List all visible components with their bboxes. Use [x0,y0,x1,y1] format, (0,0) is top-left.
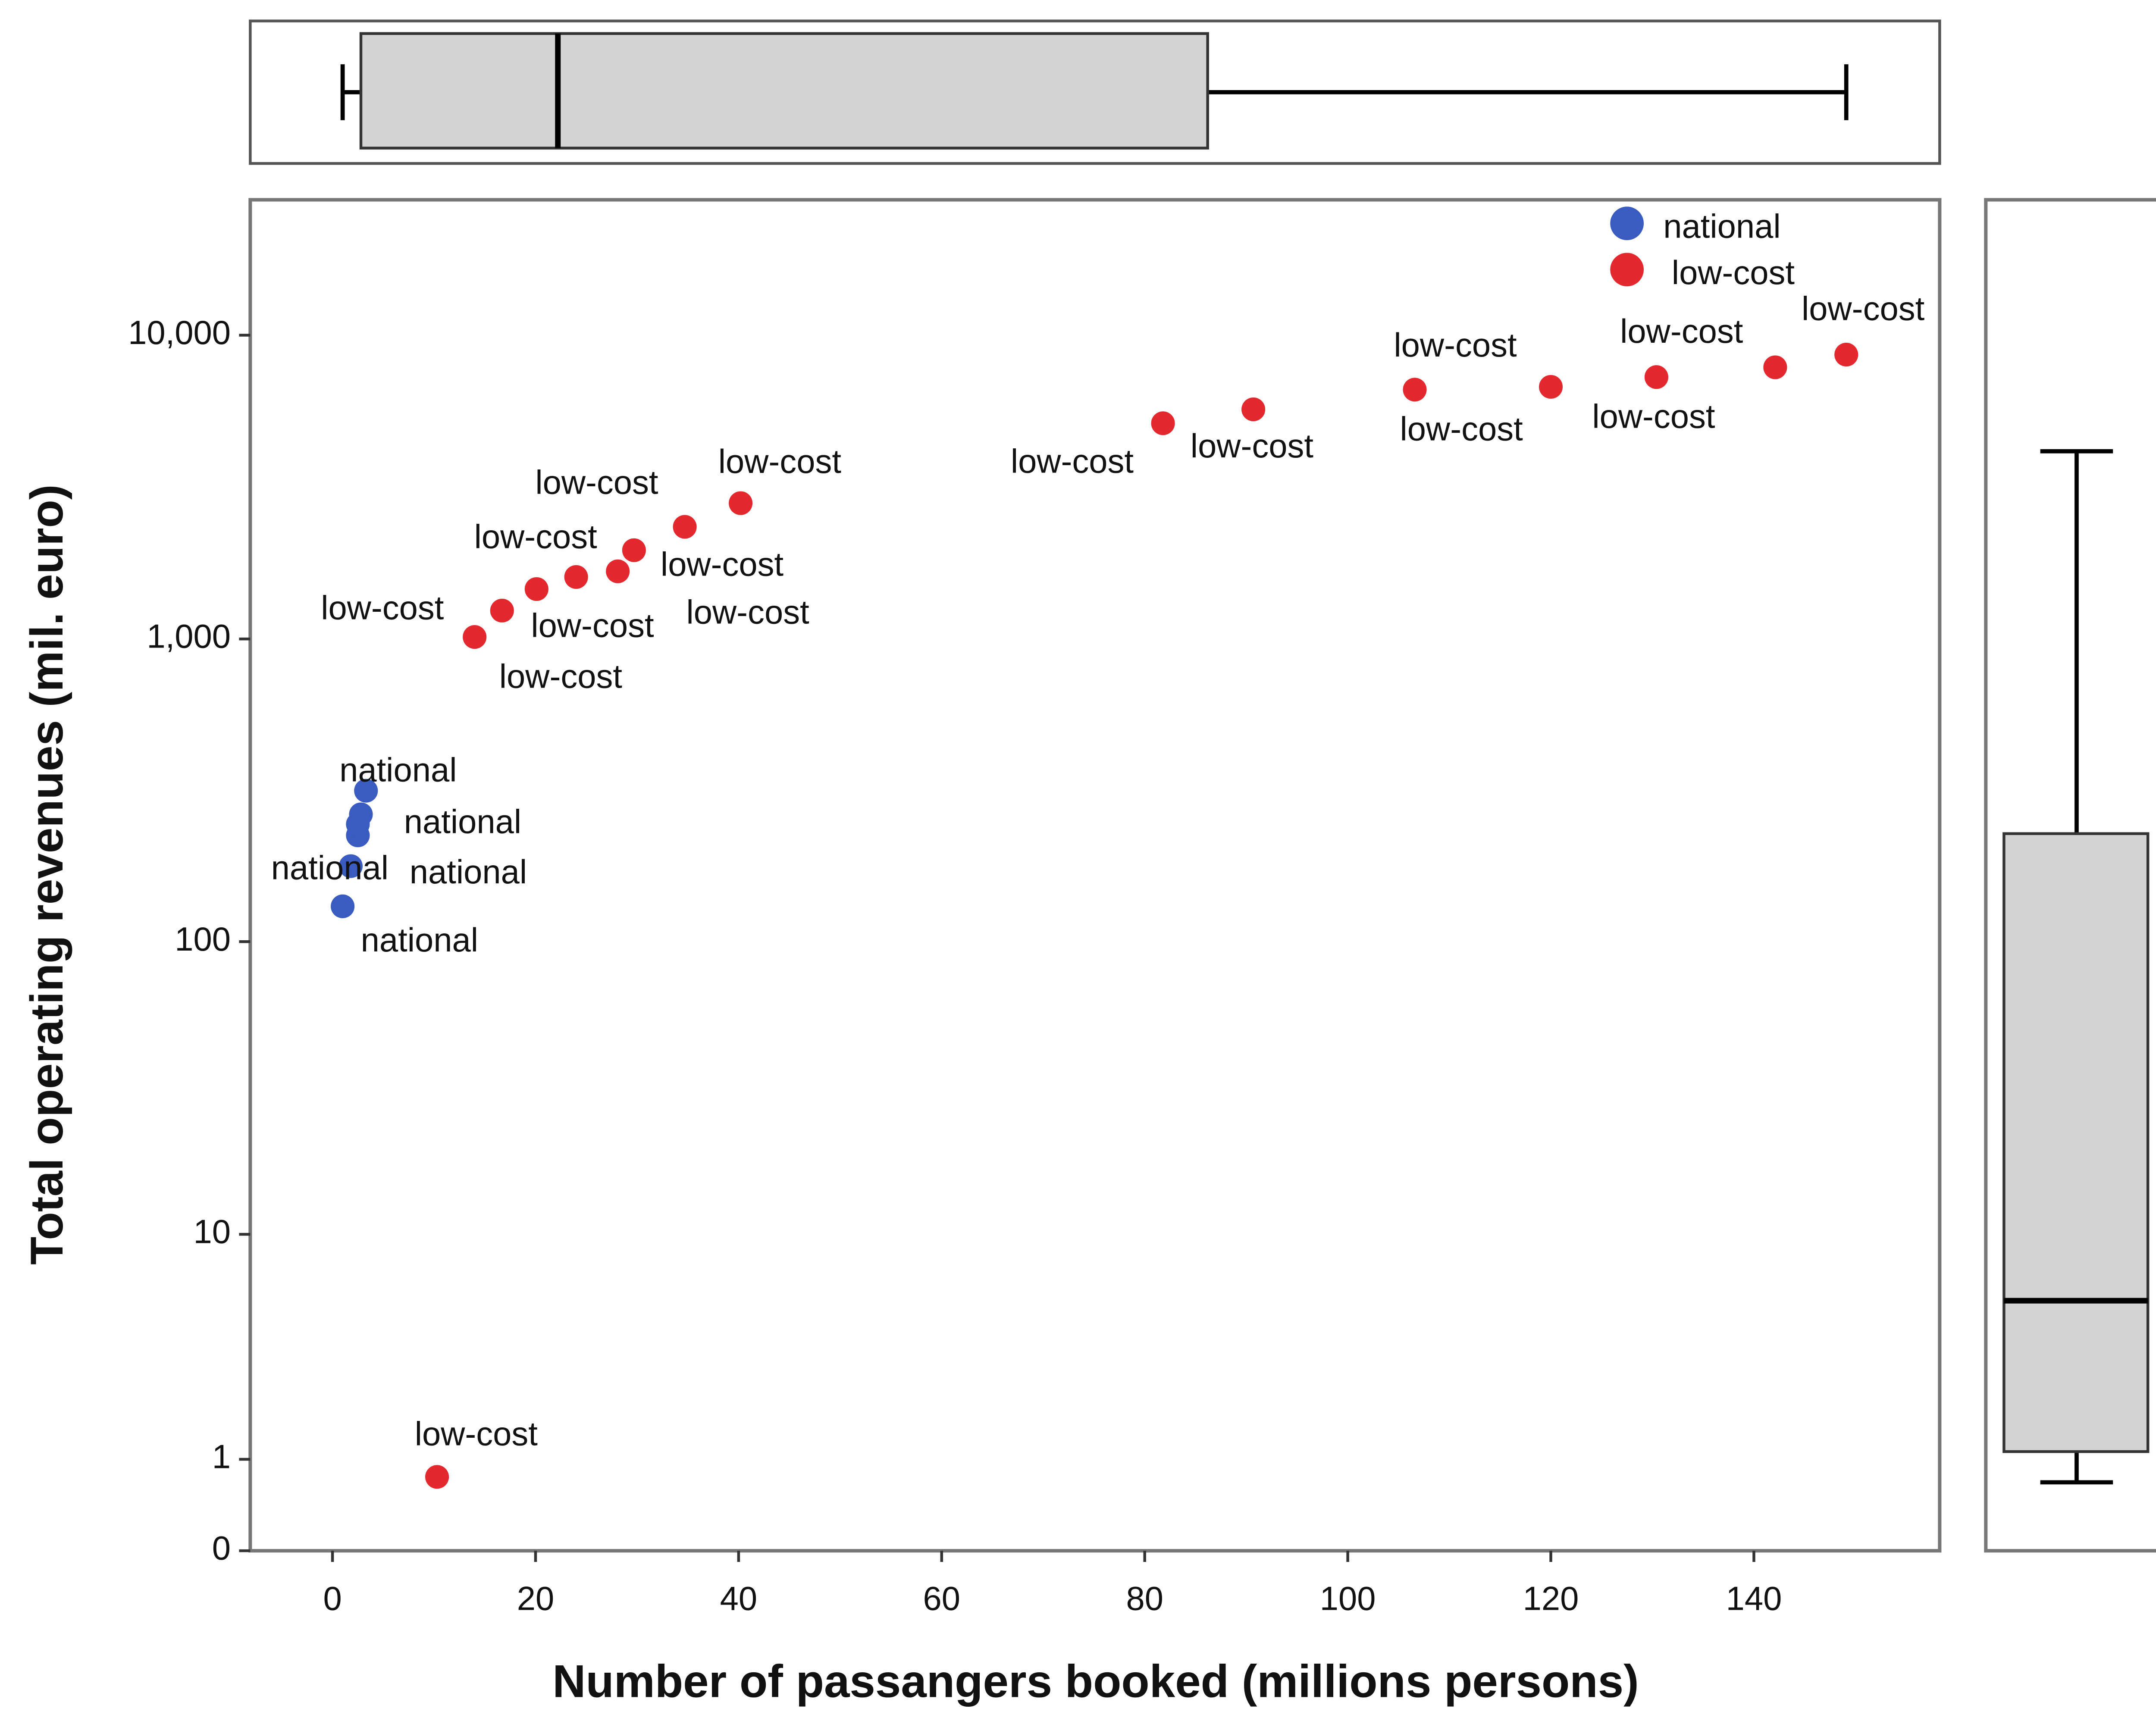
point-label: low-cost [1620,313,1743,350]
plot-frame [248,198,1942,1553]
y-axis-title: Total operating revenues (mil. euro) [21,485,72,1265]
point [564,565,588,589]
point [1403,378,1427,402]
point-label: low-cost [1394,327,1517,364]
point-label: low-cost [661,546,784,583]
point-label: low-cost [1191,428,1314,465]
point-label: low-cost [321,590,444,627]
y-tick-label: 1 [212,1439,231,1476]
point [490,598,514,623]
point [349,802,373,826]
point-label: low-cost [1802,291,1925,328]
point-label: national [271,849,389,886]
box [359,32,1209,150]
point-label: low-cost [1672,254,1795,291]
x-tick-label: 20 [517,1580,555,1617]
point-label: low-cost [1400,411,1523,448]
point [463,625,487,649]
point-label: national [404,803,521,840]
point-label: low-cost [415,1415,538,1452]
point [729,491,753,515]
x-tick-label: 0 [323,1580,342,1617]
point [622,538,646,562]
point-label: low-cost [1592,398,1715,435]
point-label: low-cost [718,443,842,480]
point [1834,343,1858,367]
point-label: low-cost [535,464,658,501]
x-tick-label: 120 [1523,1580,1579,1617]
point-label: national [1663,208,1780,245]
box [2002,832,2150,1453]
point-label: low-cost [531,607,654,645]
point-label: low-cost [686,594,809,631]
y-tick-label: 10 [193,1214,230,1251]
point [1610,253,1644,287]
y-tick-label: 1,000 [147,618,231,655]
point [425,1465,449,1489]
x-tick-label: 140 [1726,1580,1782,1617]
point [338,854,363,878]
point [673,515,697,539]
point-label: low-cost [474,518,598,555]
point [354,779,378,803]
point [1539,375,1563,399]
point [1241,397,1266,422]
point [1610,207,1644,241]
point [1763,355,1787,379]
point [1644,365,1668,389]
y-tick-label: 10,000 [128,314,231,351]
point [524,577,548,601]
point [331,894,355,918]
point-label: national [339,752,457,789]
point-label: low-cost [1011,443,1134,480]
point-label: national [410,854,527,891]
x-axis-title: Number of passangers booked (millions pe… [552,1655,1639,1707]
point-label: national [361,922,478,959]
x-tick-label: 40 [720,1580,757,1617]
x-tick-label: 60 [923,1580,961,1617]
point-label: low-cost [499,658,623,695]
y-tick-label: 100 [175,921,231,958]
x-tick-label: 100 [1320,1580,1376,1617]
y-tick-label: 0 [212,1530,231,1567]
x-tick-label: 80 [1126,1580,1163,1617]
point [1151,411,1175,435]
point [606,559,630,583]
